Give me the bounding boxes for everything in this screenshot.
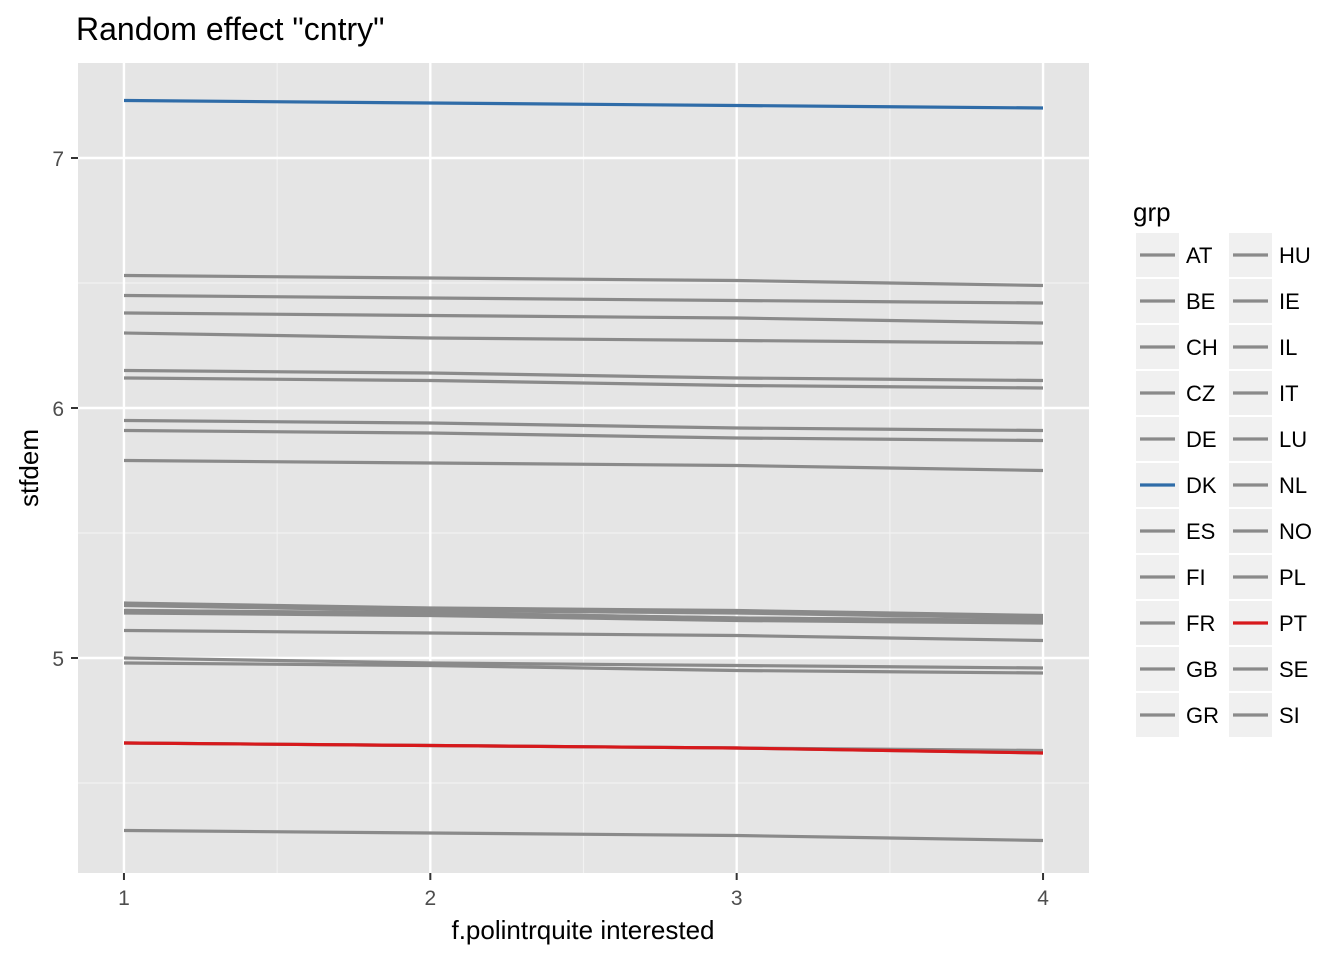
- x-axis: 1 2 3 4: [118, 873, 1049, 910]
- legend-item-ie: IE: [1229, 279, 1300, 323]
- legend-item-ch: CH: [1136, 325, 1218, 369]
- series-line-hu: [123, 603, 1044, 620]
- legend-item-hu: HU: [1229, 233, 1311, 277]
- legend-item-fi: FI: [1136, 555, 1206, 599]
- legend-item-se: SE: [1229, 647, 1308, 691]
- series-line-il: [123, 628, 1044, 643]
- series-line-lu: [123, 661, 1044, 675]
- y-axis: 5 6 7: [52, 148, 78, 671]
- legend-item-dk: DK: [1136, 463, 1217, 507]
- legend-label: FR: [1186, 611, 1215, 636]
- y-tick-label: 6: [52, 398, 64, 421]
- legend-label: HU: [1279, 243, 1311, 268]
- series-line-gr: [123, 601, 1044, 618]
- series-line-it: [123, 656, 1044, 670]
- legend-label: SI: [1279, 703, 1300, 728]
- legend-label: NL: [1279, 473, 1307, 498]
- legend-label: ES: [1186, 519, 1215, 544]
- legend-label: IE: [1279, 289, 1300, 314]
- series-line-ch: [123, 311, 1044, 325]
- x-tick-label: 2: [424, 887, 436, 910]
- legend-label: FI: [1186, 565, 1206, 590]
- series-line-si: [123, 611, 1044, 625]
- legend-label: PT: [1279, 611, 1307, 636]
- y-axis-label: stfdem: [14, 429, 44, 507]
- legend-label: SE: [1279, 657, 1308, 682]
- legend-item-nl: NL: [1229, 463, 1307, 507]
- x-tick-label: 4: [1037, 887, 1049, 910]
- series-line-es: [123, 376, 1044, 390]
- legend-item-cz: CZ: [1136, 371, 1215, 415]
- series-line-be: [123, 293, 1044, 305]
- x-axis-label: f.polintrquite interested: [451, 915, 714, 945]
- legend-item-il: IL: [1229, 325, 1297, 369]
- series-line-fr: [123, 428, 1044, 443]
- legend-item-si: SI: [1229, 693, 1300, 737]
- legend-label: GR: [1186, 703, 1219, 728]
- series-line-pt: [123, 741, 1044, 755]
- legend-label: IL: [1279, 335, 1297, 360]
- legend: grp AT BE CH CZ DE DK ES FI FR GB GR HU IE IL IT LU NL NO…: [1133, 197, 1312, 737]
- series-line-se: [123, 608, 1044, 623]
- series-line-pl: [123, 828, 1044, 843]
- x-tick-label: 3: [731, 887, 743, 910]
- legend-label: DE: [1186, 427, 1217, 452]
- legend-label: DK: [1186, 473, 1217, 498]
- legend-label: GB: [1186, 657, 1218, 682]
- y-tick-label: 5: [52, 648, 64, 671]
- grid-major: [78, 63, 1089, 873]
- legend-item-no: NO: [1229, 509, 1312, 553]
- legend-item-at: AT: [1136, 233, 1212, 277]
- legend-item-de: DE: [1136, 417, 1217, 461]
- series-line-fi: [123, 418, 1044, 433]
- legend-item-lu: LU: [1229, 417, 1307, 461]
- series-lines: [123, 98, 1044, 843]
- series-line-de: [123, 368, 1044, 383]
- series-line-cz: [123, 331, 1044, 345]
- legend-label: BE: [1186, 289, 1215, 314]
- series-line-at: [123, 273, 1044, 288]
- legend-label: CH: [1186, 335, 1218, 360]
- legend-item-pt: PT: [1229, 601, 1307, 645]
- series-line-gb: [123, 458, 1044, 473]
- legend-item-it: IT: [1229, 371, 1299, 415]
- legend-label: LU: [1279, 427, 1307, 452]
- legend-label: AT: [1186, 243, 1212, 268]
- legend-item-gr: GR: [1136, 693, 1219, 737]
- y-tick-label: 7: [52, 148, 64, 171]
- legend-item-be: BE: [1136, 279, 1215, 323]
- legend-item-es: ES: [1136, 509, 1215, 553]
- chart-title: Random effect "cntry": [76, 11, 384, 47]
- series-line-dk: [123, 98, 1044, 110]
- x-tick-label: 1: [118, 887, 130, 910]
- legend-label: NO: [1279, 519, 1312, 544]
- legend-label: PL: [1279, 565, 1306, 590]
- legend-label: CZ: [1186, 381, 1215, 406]
- legend-item-fr: FR: [1136, 601, 1215, 645]
- legend-item-gb: GB: [1136, 647, 1218, 691]
- legend-title: grp: [1133, 197, 1171, 227]
- legend-label: IT: [1279, 381, 1299, 406]
- legend-item-pl: PL: [1229, 555, 1306, 599]
